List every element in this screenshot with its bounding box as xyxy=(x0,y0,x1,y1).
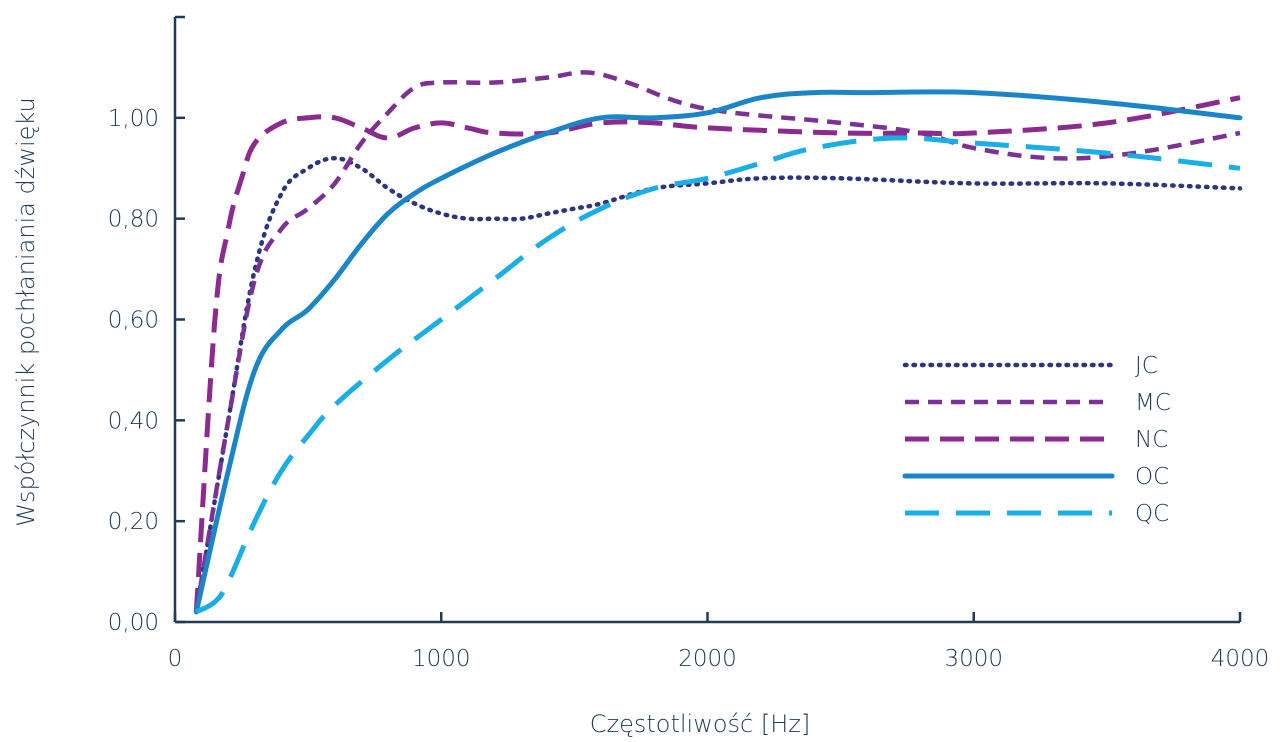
y-axis-title: Współczynnik pochłaniania dźwięku xyxy=(12,97,40,527)
y-tick-label: 0,00 xyxy=(108,610,159,636)
series-line-jc xyxy=(194,155,1243,615)
legend-label-oc: OC xyxy=(1135,464,1169,490)
x-tick-label: 4000 xyxy=(1211,646,1270,672)
y-tick-label: 0,20 xyxy=(108,509,159,535)
x-tick-label: 2000 xyxy=(678,646,737,672)
x-tick-label: 0 xyxy=(168,646,183,672)
legend-label-nc: NC xyxy=(1135,427,1168,453)
legend-label-qc: QC xyxy=(1135,501,1169,527)
series-line-qc xyxy=(195,135,1241,615)
legend: JC MC NC OC QC xyxy=(902,353,1171,527)
y-tick-label: 0,60 xyxy=(108,308,159,334)
legend-label-mc: MC xyxy=(1135,390,1171,416)
ticks-layer: 0,00 0,20 0,40 0,60 0,80 1,00 0 1000 2000 3000 400… xyxy=(108,106,1269,672)
y-tick-label: 0,80 xyxy=(108,207,159,233)
y-tick-label: 0,40 xyxy=(108,408,159,434)
x-tick-label: 3000 xyxy=(944,646,1003,672)
y-tick-label: 1,00 xyxy=(108,106,159,132)
series-line-mc xyxy=(194,70,1241,613)
x-axis-title: Częstotliwość [Hz] xyxy=(590,710,810,738)
series-layer xyxy=(193,70,1243,615)
series-line-nc xyxy=(193,95,1241,613)
axes-layer xyxy=(173,15,1240,624)
legend-label-jc: JC xyxy=(1135,353,1158,379)
x-tick-label: 1000 xyxy=(412,646,471,672)
series-line-oc xyxy=(193,89,1243,615)
